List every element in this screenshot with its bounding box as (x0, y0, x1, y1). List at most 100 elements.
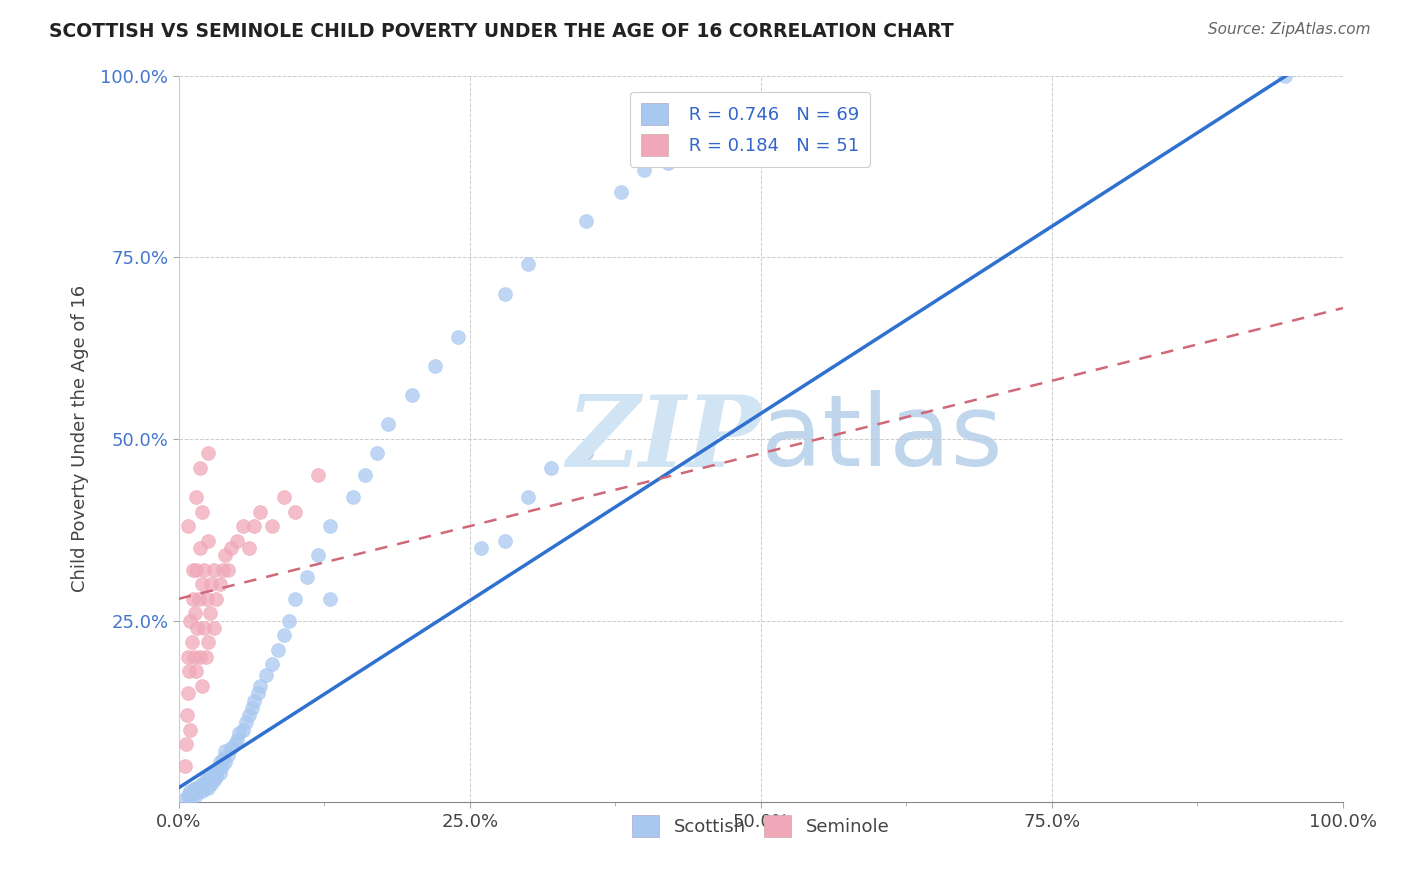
Point (633, 163, 655, 178)
Point (273, 490, 295, 504)
Point (308, 548, 330, 562)
Point (657, 155, 679, 169)
Point (193, 621, 215, 635)
Legend: Scottish, Seminole: Scottish, Seminole (626, 807, 897, 844)
Point (188, 541, 211, 555)
Point (249, 505, 271, 519)
Point (319, 591, 342, 606)
Point (195, 591, 218, 606)
Point (228, 726, 250, 740)
Point (177, 649, 200, 664)
Point (179, 614, 201, 628)
Point (202, 563, 225, 577)
Point (423, 359, 446, 374)
Point (179, 723, 201, 737)
Text: SCOTTISH VS SEMINOLE CHILD POVERTY UNDER THE AGE OF 16 CORRELATION CHART: SCOTTISH VS SEMINOLE CHILD POVERTY UNDER… (49, 22, 953, 41)
Point (202, 766, 225, 780)
Point (517, 490, 540, 504)
Point (188, 649, 211, 664)
Point (517, 257, 540, 271)
Point (342, 490, 364, 504)
Point (187, 591, 209, 606)
Point (179, 789, 201, 804)
Point (191, 777, 214, 791)
Point (202, 621, 225, 635)
Point (377, 417, 399, 432)
Point (205, 770, 228, 784)
Point (181, 563, 204, 577)
Point (173, 791, 195, 805)
Text: ZIP: ZIP (565, 391, 761, 487)
Point (193, 782, 215, 797)
Point (494, 533, 516, 548)
Y-axis label: Child Poverty Under the Age of 16: Child Poverty Under the Age of 16 (72, 285, 89, 592)
Point (212, 752, 235, 766)
Point (246, 686, 269, 700)
Point (308, 468, 330, 483)
Point (217, 747, 239, 762)
Point (186, 490, 208, 504)
Point (243, 693, 266, 707)
Point (202, 773, 225, 788)
Point (494, 286, 516, 301)
Point (575, 214, 598, 228)
Point (243, 519, 266, 533)
Point (470, 541, 492, 555)
Point (217, 563, 239, 577)
Point (173, 759, 195, 773)
Point (284, 505, 307, 519)
Point (186, 621, 208, 635)
Point (186, 780, 208, 795)
Point (284, 591, 307, 606)
Point (200, 607, 222, 621)
Text: Source: ZipAtlas.com: Source: ZipAtlas.com (1208, 22, 1371, 37)
Point (177, 686, 200, 700)
Text: atlas: atlas (761, 391, 1002, 487)
Point (401, 388, 423, 402)
Point (692, 141, 714, 155)
Point (211, 759, 233, 773)
Point (194, 773, 217, 788)
Point (214, 756, 236, 770)
Point (194, 649, 217, 664)
Point (183, 782, 205, 797)
Point (610, 185, 633, 199)
Point (186, 563, 208, 577)
Point (205, 763, 228, 777)
Point (214, 548, 236, 562)
Point (226, 733, 249, 747)
Point (183, 649, 205, 664)
Point (267, 642, 290, 657)
Point (181, 591, 204, 606)
Point (191, 784, 214, 798)
Point (174, 737, 197, 751)
Point (186, 665, 208, 679)
Point (191, 505, 214, 519)
Point (205, 591, 228, 606)
Point (186, 788, 208, 802)
Point (235, 715, 257, 730)
Point (232, 723, 254, 737)
Point (219, 541, 242, 555)
Point (177, 519, 200, 533)
Point (319, 519, 342, 533)
Point (198, 770, 221, 784)
Point (208, 756, 231, 770)
Point (191, 679, 214, 693)
Point (354, 468, 377, 483)
Point (540, 461, 562, 475)
Point (180, 635, 202, 649)
Point (260, 519, 283, 533)
Point (186, 784, 208, 798)
Point (208, 577, 231, 591)
Point (232, 519, 254, 533)
Point (188, 461, 211, 475)
Point (249, 679, 271, 693)
Point (278, 614, 301, 628)
Point (176, 708, 198, 723)
Point (254, 668, 277, 682)
Point (177, 788, 200, 802)
Point (447, 330, 470, 344)
Point (238, 708, 260, 723)
Point (1274, 69, 1296, 83)
